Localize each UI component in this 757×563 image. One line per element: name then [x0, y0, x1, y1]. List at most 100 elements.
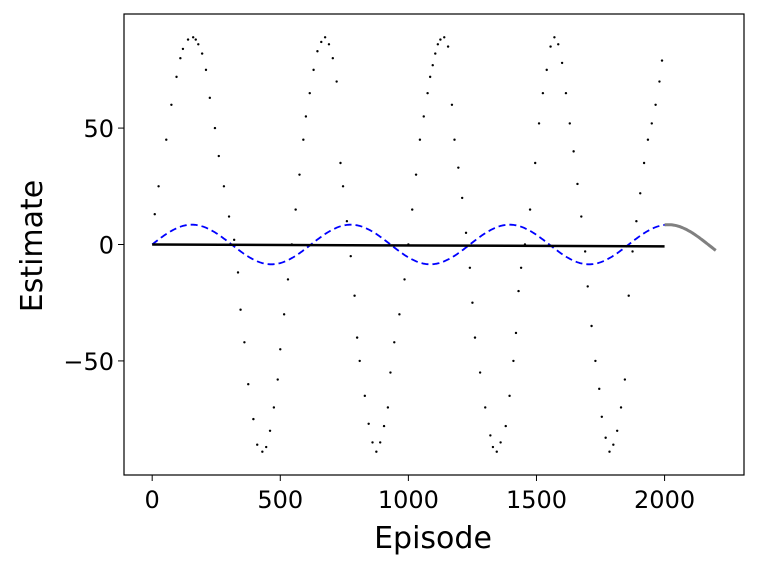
data-point	[363, 394, 367, 398]
data-point	[213, 126, 217, 130]
data-point	[247, 382, 250, 386]
dashed-sine-line	[151, 223, 665, 266]
data-point	[464, 231, 468, 235]
data-point	[646, 138, 650, 141]
data-point	[594, 359, 597, 363]
data-point	[583, 250, 587, 253]
data-point	[335, 80, 338, 83]
x-tick-label: 500	[257, 486, 303, 514]
data-point	[439, 38, 442, 41]
data-point	[572, 150, 575, 153]
data-point	[308, 91, 311, 95]
data-point	[232, 238, 236, 242]
data-point	[286, 278, 290, 281]
data-point	[272, 406, 276, 409]
data-point	[261, 450, 264, 453]
data-point	[549, 45, 552, 48]
data-point	[302, 138, 305, 141]
data-point	[489, 434, 492, 437]
data-point	[398, 313, 401, 316]
data-point	[426, 91, 429, 95]
data-point	[181, 47, 185, 51]
data-point	[568, 122, 571, 125]
data-point	[236, 271, 240, 274]
data-point	[282, 313, 286, 316]
data-point	[294, 208, 297, 211]
data-point	[194, 38, 197, 41]
data-point	[491, 445, 495, 449]
data-point	[508, 394, 511, 398]
data-point	[528, 208, 532, 211]
data-point	[457, 166, 460, 169]
x-tick-label: 1500	[506, 486, 567, 514]
data-point	[545, 68, 548, 72]
estimate-line	[152, 243, 665, 248]
data-point	[453, 138, 456, 141]
data-point	[484, 406, 487, 409]
data-point	[403, 278, 406, 281]
data-point	[608, 450, 611, 453]
data-point	[393, 341, 396, 344]
data-point	[658, 80, 661, 83]
y-axis-label: Estimate	[15, 180, 50, 313]
data-point	[635, 220, 638, 223]
data-point	[431, 64, 434, 67]
data-point	[279, 348, 282, 351]
data-point	[179, 57, 182, 60]
data-point	[239, 308, 242, 311]
data-point	[243, 341, 246, 344]
data-point	[446, 45, 450, 48]
data-point	[378, 441, 382, 444]
data-point	[323, 36, 327, 39]
data-point	[428, 75, 432, 79]
data-point	[170, 103, 173, 107]
data-point	[436, 43, 440, 46]
data-point	[580, 215, 583, 218]
data-point	[468, 266, 472, 269]
x-axis-label: Episode	[374, 521, 492, 556]
data-point	[473, 336, 477, 339]
data-point	[208, 96, 212, 100]
data-point	[264, 445, 268, 449]
data-point	[541, 91, 545, 95]
data-point	[615, 429, 619, 432]
data-point	[312, 68, 315, 72]
data-point	[298, 173, 301, 176]
data-point	[512, 359, 515, 363]
data-point	[460, 196, 464, 200]
data-point	[519, 266, 523, 269]
data-point	[276, 378, 279, 381]
x-tick-label: 0	[145, 486, 160, 514]
data-point	[576, 182, 579, 186]
data-point	[153, 213, 156, 216]
data-point	[564, 91, 568, 95]
data-point	[471, 301, 474, 304]
data-point	[654, 103, 657, 107]
data-point	[499, 441, 502, 444]
data-point	[514, 331, 518, 335]
data-point	[165, 138, 168, 141]
data-point	[631, 250, 634, 253]
data-point	[598, 387, 601, 391]
data-point	[411, 208, 414, 211]
data-point	[553, 36, 556, 39]
prediction-line	[664, 223, 717, 252]
data-point	[586, 285, 589, 288]
data-point	[623, 378, 627, 381]
data-point	[204, 68, 208, 72]
data-point	[504, 424, 507, 428]
data-point	[256, 443, 259, 446]
data-point	[341, 185, 345, 188]
data-point	[495, 450, 498, 453]
data-point	[612, 443, 615, 446]
data-point	[386, 406, 390, 409]
data-point	[375, 450, 378, 453]
data-point	[327, 43, 331, 46]
data-point	[414, 173, 418, 176]
y-tick-label: 50	[83, 115, 114, 143]
y-tick-label: 0	[99, 232, 114, 260]
data-point	[353, 294, 356, 297]
data-point	[450, 103, 454, 107]
data-point	[316, 50, 319, 53]
data-point	[604, 436, 607, 439]
